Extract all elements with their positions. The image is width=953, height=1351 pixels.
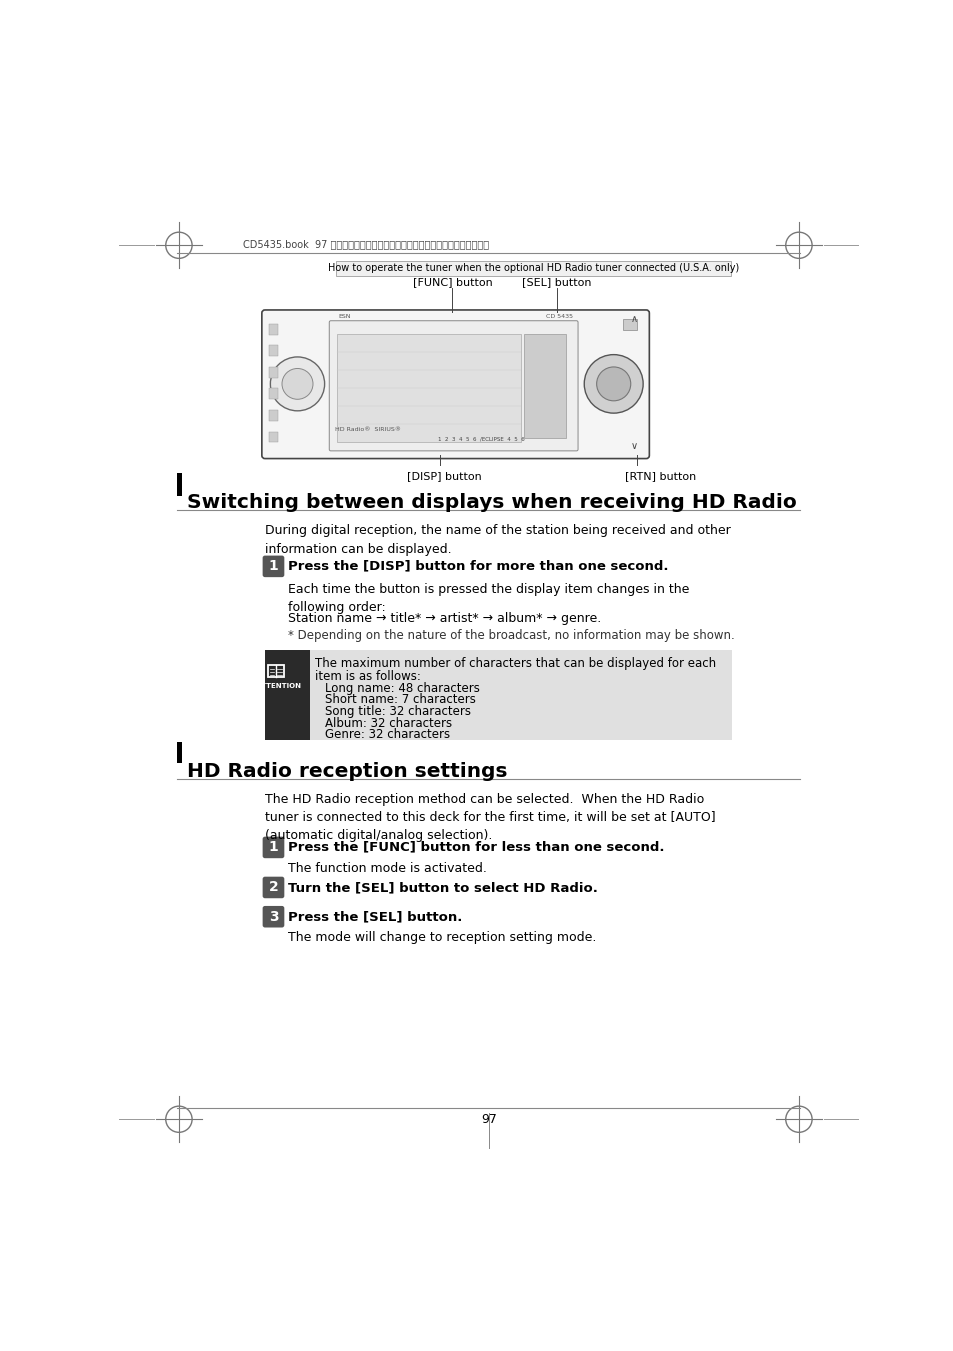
- FancyBboxPatch shape: [262, 836, 284, 858]
- Text: Long name: 48 characters: Long name: 48 characters: [324, 682, 479, 694]
- Text: Song title: 32 characters: Song title: 32 characters: [324, 705, 470, 717]
- Bar: [269, 324, 278, 335]
- Text: CD5435.book  97 ページ　２００４年１２月１１日　土曜日　午後５晎２９分: CD5435.book 97 ページ ２００４年１２月１１日 土曜日 午後５晎２…: [243, 239, 489, 250]
- Text: Each time the button is pressed the display item changes in the
following order:: Each time the button is pressed the disp…: [288, 582, 689, 613]
- FancyBboxPatch shape: [262, 907, 284, 928]
- Bar: [268, 665, 283, 677]
- Text: 1: 1: [269, 559, 278, 573]
- Text: 1: 1: [269, 840, 278, 854]
- Text: item is as follows:: item is as follows:: [314, 670, 420, 682]
- Bar: [265, 650, 731, 740]
- Circle shape: [270, 357, 324, 411]
- Bar: [269, 346, 278, 357]
- Bar: [336, 334, 520, 442]
- FancyBboxPatch shape: [262, 877, 284, 898]
- Bar: [269, 431, 278, 442]
- FancyBboxPatch shape: [261, 309, 649, 458]
- Text: The HD Radio reception method can be selected.  When the HD Radio
tuner is conne: The HD Radio reception method can be sel…: [265, 793, 715, 842]
- Text: ATTENTION: ATTENTION: [257, 684, 302, 689]
- Text: The function mode is activated.: The function mode is activated.: [288, 862, 487, 875]
- Text: HD Radio reception settings: HD Radio reception settings: [187, 762, 507, 781]
- Text: ∧: ∧: [630, 315, 638, 324]
- Text: Genre: 32 characters: Genre: 32 characters: [324, 728, 449, 742]
- Text: During digital reception, the name of the station being received and other
infor: During digital reception, the name of th…: [265, 524, 730, 557]
- Text: 2: 2: [269, 881, 278, 894]
- Text: 1  2  3  4  5  6  /ECLIPSE  4  5  6: 1 2 3 4 5 6 /ECLIPSE 4 5 6: [437, 436, 524, 440]
- Text: Press the [DISP] button for more than one second.: Press the [DISP] button for more than on…: [288, 559, 668, 573]
- Circle shape: [583, 354, 642, 413]
- Text: The maximum number of characters that can be displayed for each: The maximum number of characters that ca…: [314, 657, 715, 670]
- Bar: [177, 473, 182, 496]
- Text: CD 5435: CD 5435: [545, 313, 572, 319]
- Bar: [523, 334, 566, 438]
- Text: [RTN] button: [RTN] button: [624, 471, 695, 481]
- Text: * Depending on the nature of the broadcast, no information may be shown.: * Depending on the nature of the broadca…: [288, 628, 734, 642]
- Text: [SEL] button: [SEL] button: [522, 277, 591, 286]
- Bar: [269, 389, 278, 400]
- Bar: [177, 742, 182, 763]
- Text: The mode will change to reception setting mode.: The mode will change to reception settin…: [288, 931, 596, 944]
- Text: ESN: ESN: [338, 313, 351, 319]
- Circle shape: [282, 369, 313, 400]
- Circle shape: [596, 367, 630, 401]
- Text: [FUNC] button: [FUNC] button: [413, 277, 492, 286]
- Text: HD Radio®  SIRIUS®: HD Radio® SIRIUS®: [335, 427, 400, 432]
- Text: How to operate the tuner when the optional HD Radio tuner connected (U.S.A. only: How to operate the tuner when the option…: [328, 263, 739, 273]
- Text: Press the [SEL] button.: Press the [SEL] button.: [288, 911, 462, 923]
- Text: 3: 3: [269, 909, 278, 924]
- Bar: [335, 261, 731, 276]
- Bar: [265, 650, 310, 740]
- Bar: [622, 319, 637, 330]
- Bar: [269, 367, 278, 378]
- Text: Station name → title* → artist* → album* → genre.: Station name → title* → artist* → album*…: [288, 612, 600, 624]
- Text: [DISP] button: [DISP] button: [406, 471, 481, 481]
- Text: ∨: ∨: [630, 442, 638, 451]
- Text: Album: 32 characters: Album: 32 characters: [324, 716, 452, 730]
- Text: Press the [FUNC] button for less than one second.: Press the [FUNC] button for less than on…: [288, 840, 664, 854]
- FancyBboxPatch shape: [329, 320, 578, 451]
- Bar: [269, 411, 278, 422]
- Text: Turn the [SEL] button to select HD Radio.: Turn the [SEL] button to select HD Radio…: [288, 881, 598, 894]
- Text: 97: 97: [480, 1113, 497, 1127]
- Text: Switching between displays when receiving HD Radio: Switching between displays when receivin…: [187, 493, 797, 512]
- FancyBboxPatch shape: [262, 555, 284, 577]
- Text: Short name: 7 characters: Short name: 7 characters: [324, 693, 475, 707]
